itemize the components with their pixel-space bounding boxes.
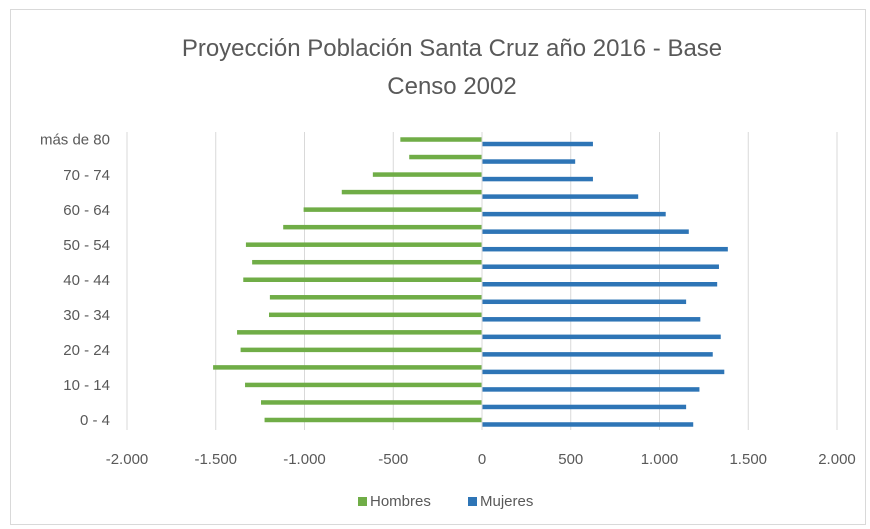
legend-swatch — [358, 497, 367, 506]
bar — [482, 282, 718, 287]
bar — [264, 417, 482, 423]
y-tick-label: 60 - 64 — [63, 202, 110, 219]
bar — [269, 312, 482, 318]
bar — [482, 211, 666, 217]
bar — [283, 224, 482, 230]
bar — [482, 299, 687, 305]
legend-label: Mujeres — [480, 493, 533, 510]
x-tick-label: -2.000 — [106, 451, 149, 468]
x-tick-label: 1.000 — [641, 451, 679, 468]
x-tick-label: -1.500 — [194, 451, 237, 468]
y-tick-label: 50 - 54 — [63, 237, 110, 254]
y-tick-label: 0 - 4 — [80, 412, 110, 429]
x-tick-label: 0 — [478, 451, 486, 468]
chart-border — [10, 9, 866, 525]
x-tick-label: 2.000 — [818, 451, 856, 468]
bar — [240, 347, 482, 353]
bar — [245, 382, 482, 388]
bar — [245, 242, 482, 247]
bar — [303, 207, 482, 212]
bar — [341, 189, 482, 195]
bar — [261, 400, 482, 405]
bar — [482, 369, 725, 375]
bar — [482, 194, 639, 199]
legend-swatch — [468, 497, 477, 506]
legend-label: Hombres — [370, 493, 431, 510]
x-tick-label: -500 — [378, 451, 408, 468]
bar — [482, 334, 721, 340]
bar — [482, 387, 700, 392]
bar — [400, 137, 482, 142]
x-tick-label: 500 — [558, 451, 583, 468]
bar — [482, 229, 689, 234]
y-tick-label: 10 - 14 — [63, 377, 110, 394]
bar — [482, 141, 593, 147]
bar — [482, 317, 701, 322]
x-tick-label: -1.000 — [283, 451, 326, 468]
x-tick-label: 1.500 — [729, 451, 767, 468]
bar — [482, 246, 728, 252]
bar — [252, 259, 482, 265]
chart-title: Proyección Población Santa Cruz año 2016… — [181, 35, 723, 100]
bar — [482, 176, 593, 182]
bar — [243, 277, 482, 282]
y-tick-label: más de 80 — [40, 132, 110, 149]
bar — [269, 295, 482, 300]
y-tick-label: 30 - 34 — [63, 307, 110, 324]
bar — [482, 264, 719, 269]
y-tick-label: 40 - 44 — [63, 272, 110, 289]
bar — [237, 330, 482, 335]
y-tick-label: 20 - 24 — [63, 342, 110, 359]
bar — [482, 352, 713, 357]
bar — [372, 172, 482, 177]
bar — [482, 422, 694, 427]
bar — [213, 365, 482, 370]
bar — [482, 404, 687, 410]
bar — [409, 154, 482, 160]
y-tick-label: 70 - 74 — [63, 167, 110, 184]
bar — [482, 159, 576, 164]
